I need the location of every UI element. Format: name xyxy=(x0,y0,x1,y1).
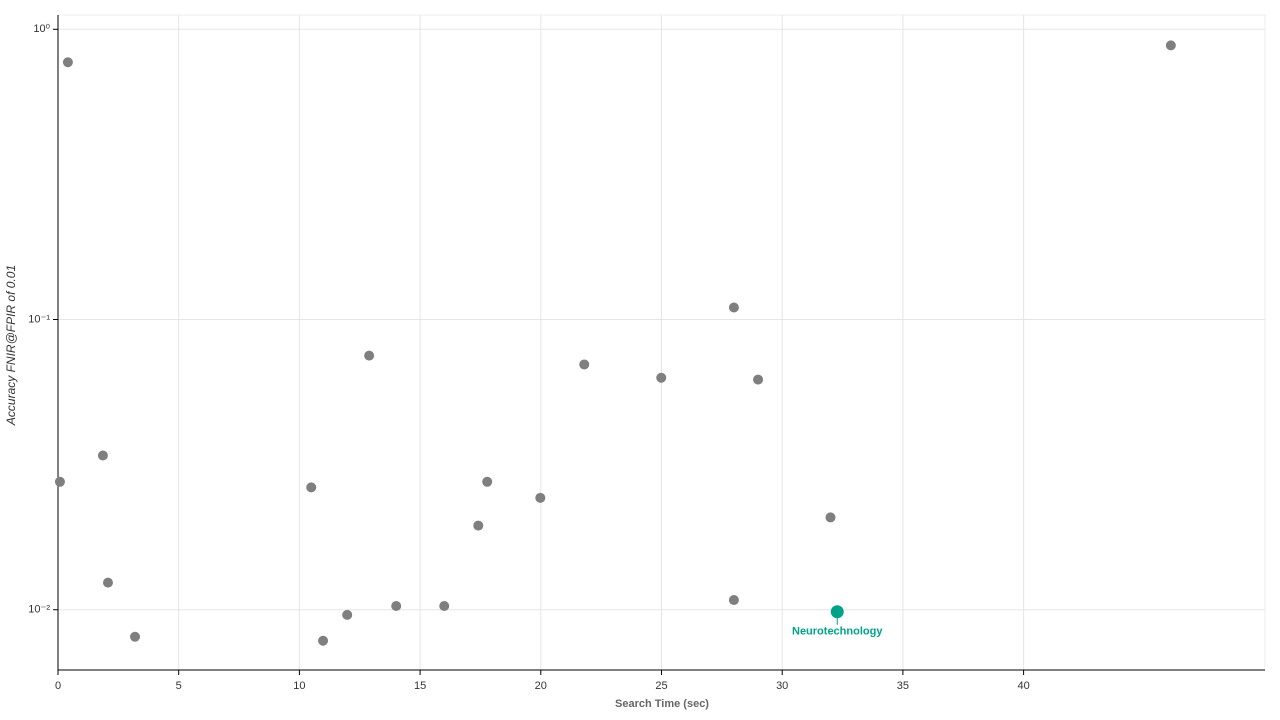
point xyxy=(54,476,65,487)
x-tick-label: 0 xyxy=(55,680,61,692)
point xyxy=(439,601,450,612)
point xyxy=(97,450,108,461)
point xyxy=(62,57,73,68)
y-tick-label: 10⁻² xyxy=(28,604,50,616)
y-tick-label: 10⁻¹ xyxy=(28,313,50,325)
point xyxy=(391,601,402,612)
point xyxy=(825,512,836,523)
x-tick-label: 10 xyxy=(293,680,305,692)
point xyxy=(318,635,329,646)
x-tick-label: 15 xyxy=(414,680,426,692)
x-tick-label: 5 xyxy=(176,680,182,692)
x-tick-label: 25 xyxy=(655,680,667,692)
y-axis-label: Accuracy FNIR@FPIR of 0.01 xyxy=(4,265,18,426)
point xyxy=(102,577,113,588)
point xyxy=(728,595,739,606)
highlight-label: Neurotechnology xyxy=(792,626,883,638)
x-tick-label: 20 xyxy=(535,680,547,692)
point xyxy=(342,609,353,620)
highlight-point xyxy=(830,605,844,619)
x-tick-label: 40 xyxy=(1017,680,1029,692)
point xyxy=(753,374,764,385)
point xyxy=(130,631,141,642)
x-tick-label: 30 xyxy=(776,680,788,692)
point xyxy=(482,476,493,487)
point xyxy=(306,482,317,493)
y-tick-label: 10⁰ xyxy=(33,23,50,35)
point xyxy=(728,302,739,313)
point xyxy=(473,520,484,531)
point xyxy=(1165,40,1176,51)
x-axis-label: Search Time (sec) xyxy=(615,698,709,710)
point xyxy=(364,350,375,361)
x-tick-label: 35 xyxy=(897,680,909,692)
point xyxy=(579,359,590,370)
point xyxy=(656,372,667,383)
point xyxy=(535,492,546,503)
